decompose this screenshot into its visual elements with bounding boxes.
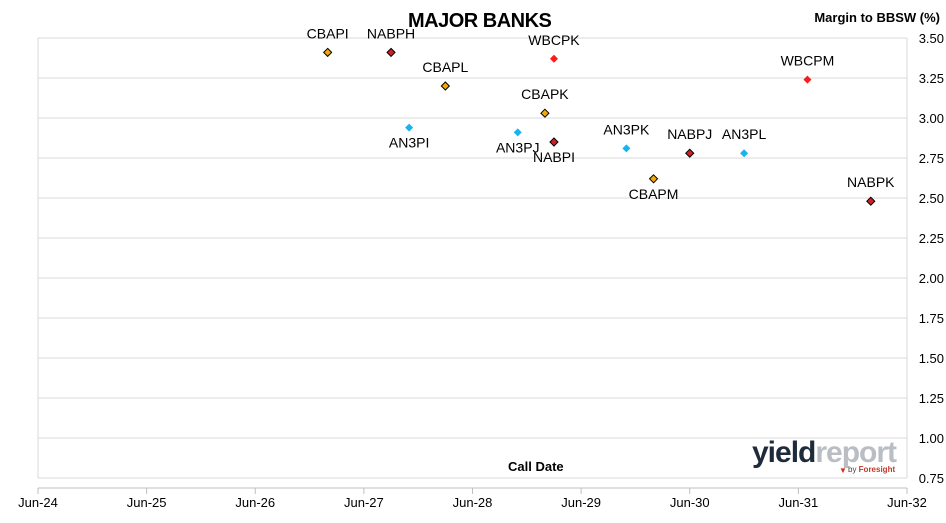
y-tick-label: 2.00 [919,271,944,286]
x-tick-label: Jun-28 [453,495,493,510]
y-tick-label: 1.25 [919,391,944,406]
y-tick-label: 2.75 [919,151,944,166]
x-tick-label: Jun-25 [127,495,167,510]
y-tick-label: 0.75 [919,471,944,486]
data-label: NABPH [367,25,415,41]
data-point [322,47,333,58]
data-point [685,148,695,158]
y-axis-label: Margin to BBSW (%) [814,10,940,25]
x-tick-label: Jun-26 [235,495,275,510]
y-tick-label: 3.25 [919,71,944,86]
logo-byline: by Foresight [848,465,896,474]
data-point [549,54,558,63]
data-label: AN3PI [389,135,429,151]
x-tick-label: Jun-30 [670,495,710,510]
data-label: CBAPM [629,186,679,202]
y-tick-label: 1.75 [919,311,944,326]
data-point [803,75,812,84]
data-label: NABPJ [667,126,712,142]
chart-title: MAJOR BANKS [408,10,552,32]
y-tick-label: 1.50 [919,351,944,366]
y-tick-label: 3.50 [919,31,944,46]
data-label: WBCPM [781,53,835,69]
data-label: NABPI [533,149,575,165]
yieldreport-logo: yieldreport ▼ by Foresight [752,436,897,476]
data-label: WBCPK [528,32,580,48]
data-point [540,108,550,118]
data-point [740,149,749,158]
y-tick-label: 2.50 [919,191,944,206]
y-tick-label: 2.25 [919,231,944,246]
data-label: CBAPI [307,25,349,41]
data-point [513,128,522,137]
data-point [622,144,631,153]
x-tick-label: Jun-31 [779,495,819,510]
data-label: CBAPL [422,59,468,75]
data-label: AN3PJ [496,139,540,155]
data-point [866,196,876,206]
y-tick-label: 3.00 [919,111,944,126]
data-label: AN3PL [722,126,767,142]
data-point [549,137,559,147]
data-point [440,81,451,91]
y-tick-label: 1.00 [919,431,944,446]
data-label: NABPK [847,174,895,190]
logo-arrow-icon: ▼ [839,466,847,475]
x-tick-label: Jun-27 [344,495,384,510]
data-point [386,47,396,58]
x-tick-label: Jun-29 [561,495,601,510]
data-label: CBAPK [521,86,569,102]
x-tick-label: Jun-32 [887,495,927,510]
data-point [405,123,414,132]
x-tick-label: Jun-24 [18,495,58,510]
data-label: AN3PK [603,121,650,137]
x-axis-label: Call Date [508,459,564,474]
data-point [648,174,659,184]
